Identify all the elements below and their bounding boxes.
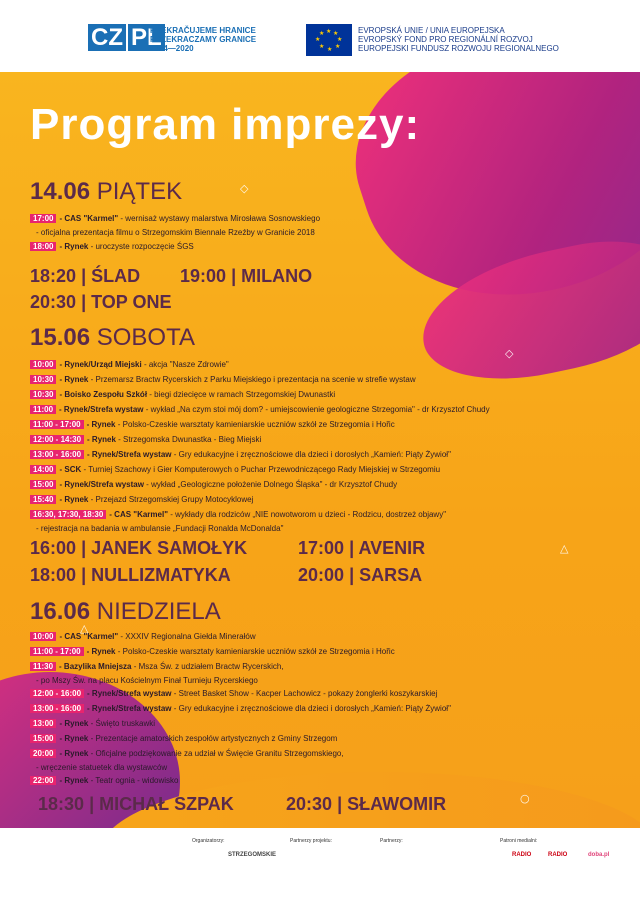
eu-flag-icon: ★ ★ ★ ★ ★ ★ ★ ★ bbox=[306, 24, 352, 56]
schedule-row: 18:00- Rynek - uroczyste rozpoczęcie ŚGS bbox=[30, 242, 194, 254]
sponsor-logo: doba.pl bbox=[588, 852, 610, 858]
sponsor-footer bbox=[0, 828, 640, 902]
schedule-row-cont: - oficjalna prezentacja filmu o Strzegom… bbox=[36, 228, 315, 237]
diamond-icon: ◇ bbox=[505, 347, 514, 360]
schedule-row: 15:00- Rynek - Prezentacje amatorskich z… bbox=[30, 734, 337, 746]
footer-label: Patroni medialni: bbox=[500, 838, 538, 844]
band-entry: 20:00 | SARSA bbox=[298, 565, 423, 585]
schedule-row: 22:00- Rynek - Teatr ognia - widowisko bbox=[30, 776, 179, 788]
footer-label: Organizatorzy: bbox=[192, 838, 225, 844]
day-heading: 15.06 SOBOTA bbox=[30, 324, 195, 351]
page-title: Program imprezy: bbox=[30, 100, 421, 149]
band-entry: 20:30 | TOP ONE bbox=[30, 292, 172, 312]
schedule-row: 10:00- CAS "Karmel" - XXXIV Regionalna G… bbox=[30, 632, 256, 644]
cz-pl-logo: CZ PL bbox=[88, 24, 165, 52]
day-heading: 16.06 NIEDZIELA bbox=[30, 598, 221, 625]
schedule-row: 20:00- Rynek - Oficjalne podziękowanie z… bbox=[30, 749, 344, 761]
sponsor-header: CZ PL PŘEKRAČUJEME HRANICE PRZEKRACZAMY G… bbox=[0, 0, 640, 72]
eu-fund-text: EVROPSKÁ UNIE / UNIA EUROPEJSKA EVROPSKÝ… bbox=[358, 26, 559, 53]
schedule-row: 10:30- Boisko Zespołu Szkół - biegi dzie… bbox=[30, 390, 335, 402]
schedule-row: 15:00- Rynek/Strefa wystaw - wykład „Geo… bbox=[30, 480, 397, 492]
band-entry: 18:20 | ŚLAD bbox=[30, 266, 141, 286]
schedule-row: 17:00- CAS "Karmel" - wernisaż wystawy m… bbox=[30, 214, 320, 226]
schedule-row: 13:00 - 16:00- Rynek/Strefa wystaw - Gry… bbox=[30, 704, 451, 716]
band-entry: 18:30 | MICHAŁ SZPAK bbox=[38, 794, 234, 814]
day-heading: 14.06 PIĄTEK bbox=[30, 178, 183, 205]
band-entry: 19:00 | MILANO bbox=[180, 266, 313, 286]
sponsor-logo: RADIO bbox=[548, 852, 568, 858]
schedule-row-cont: - po Mszy Św. na placu Kościelnym Finał … bbox=[36, 676, 258, 685]
circle-icon: ○ bbox=[520, 792, 530, 805]
schedule-row: 13:00 - 16:00- Rynek/Strefa wystaw - Gry… bbox=[30, 450, 451, 462]
sponsor-logo: STRZEGOMSKIE bbox=[228, 852, 277, 858]
schedule-row: 14:00- SCK - Turniej Szachowy i Gier Kom… bbox=[30, 465, 440, 477]
band-entry: 18:00 | NULLIZMATYKA bbox=[30, 565, 231, 585]
schedule-row: 16:30, 17:30, 18:30- CAS "Karmel" - wykł… bbox=[30, 510, 446, 522]
schedule-row: 11:30- Bazylika Mniejsza - Msza Św. z ud… bbox=[30, 662, 284, 674]
schedule-row: 10:30- Rynek - Przemarsz Bractw Rycerski… bbox=[30, 375, 416, 387]
band-entry: 20:30 | SŁAWOMIR bbox=[286, 794, 447, 814]
schedule-row: 12:00 - 14:30- Rynek - Strzegomska Dwuna… bbox=[30, 435, 261, 447]
poster-background: ◇ ◇ △ △ ○ bbox=[0, 72, 640, 828]
band-entry: 17:00 | AVENIR bbox=[298, 538, 426, 558]
diamond-icon: ◇ bbox=[240, 182, 249, 195]
cz-pl-program-text: PŘEKRAČUJEME HRANICE PRZEKRACZAMY GRANIC… bbox=[150, 26, 257, 53]
footer-label: Partnerzy: bbox=[380, 838, 403, 844]
triangle-icon: △ bbox=[560, 542, 569, 555]
schedule-row: 12:00 - 16:00- Rynek/Strefa wystaw - Str… bbox=[30, 689, 437, 701]
footer-label: Partnerzy projektu: bbox=[290, 838, 332, 844]
schedule-row-cont: - wręczenie statuetek dla wystawców bbox=[36, 763, 168, 772]
schedule-row: 11:00- Rynek/Strefa wystaw - wykład „Na … bbox=[30, 405, 490, 417]
schedule-row-cont: - rejestracja na badania w ambulansie „F… bbox=[36, 524, 284, 533]
band-entry: 16:00 | JANEK SAMOŁYK bbox=[30, 538, 248, 558]
sponsor-logo: RADIO bbox=[512, 852, 532, 858]
schedule-row: 10:00- Rynek/Urząd Miejski - akcja "Nasz… bbox=[30, 360, 229, 372]
schedule-row: 15:40- Rynek - Przejazd Strzegomskiej Gr… bbox=[30, 495, 253, 507]
schedule-row: 11:00 - 17:00- Rynek - Polsko-Czeskie wa… bbox=[30, 647, 395, 659]
schedule-row: 13:00- Rynek - Święto truskawki bbox=[30, 719, 155, 731]
triangle-icon: △ bbox=[80, 622, 89, 635]
schedule-row: 11:00 - 17:00- Rynek - Polsko-Czeskie wa… bbox=[30, 420, 395, 432]
